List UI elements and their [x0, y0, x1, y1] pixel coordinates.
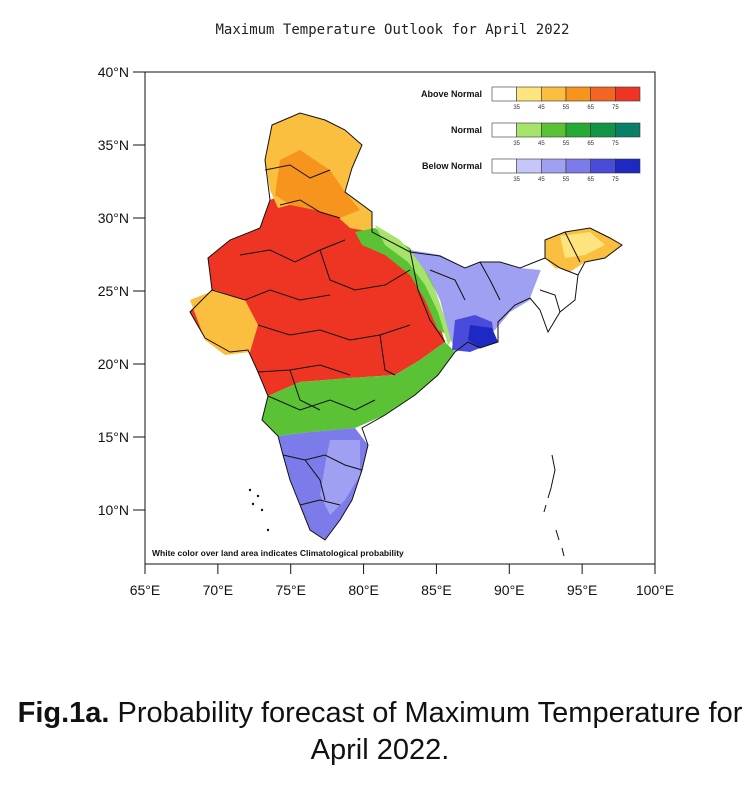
legend-category-label: Below Normal: [422, 161, 482, 171]
lon-tick-label: 70°E: [203, 582, 234, 598]
legend-tick-label: 65: [587, 141, 594, 147]
legend-swatch: [491, 158, 517, 174]
legend-tick-label: 75: [612, 177, 619, 183]
lat-tick-label: 10°N: [98, 502, 129, 518]
lon-tick-label: 80°E: [348, 582, 379, 598]
legend-tick-label: 35: [513, 105, 520, 111]
legend-swatch: [516, 122, 542, 138]
legend-tick-label: 45: [538, 141, 545, 147]
lat-tick-label: 35°N: [98, 137, 129, 153]
legend-swatch: [615, 86, 641, 102]
climatology-note: White color over land area indicates Cli…: [152, 548, 404, 558]
legend-swatch: [615, 122, 641, 138]
legend-swatch: [491, 86, 517, 102]
legend-tick-label: 65: [587, 177, 594, 183]
region-normal: [262, 342, 455, 436]
legend-swatch: [516, 86, 542, 102]
lon-tick-label: 100°E: [636, 582, 674, 598]
legend-swatch: [565, 122, 591, 138]
lon-tick-label: 75°E: [275, 582, 306, 598]
lon-tick-label: 85°E: [421, 582, 452, 598]
lon-tick-label: 65°E: [130, 582, 161, 598]
legend-tick-label: 45: [538, 105, 545, 111]
legend-category-label: Normal: [451, 125, 482, 135]
lon-tick-label: 95°E: [567, 582, 598, 598]
legend-tick-label: 45: [538, 177, 545, 183]
legend-swatch: [590, 122, 616, 138]
legend-tick-label: 35: [513, 141, 520, 147]
legend-tick-label: 75: [612, 105, 619, 111]
region-below-normal-bangladesh: [468, 325, 498, 348]
longitude-axis: 65°E 70°E 75°E 80°E 85°E 90°E 95°E 100°E: [130, 564, 674, 598]
legend-swatch: [565, 158, 591, 174]
legend-swatch: [541, 158, 567, 174]
legend-tick-label: 55: [563, 177, 570, 183]
region-above-normal-northeast-light: [560, 232, 605, 258]
lakshadweep-islands: [248, 488, 270, 532]
legend-tick-label: 55: [563, 105, 570, 111]
boundaries: [189, 112, 623, 541]
region-climatology-northeast: [530, 268, 578, 332]
legend-category-label: Above Normal: [421, 89, 482, 99]
caption-label: Fig.1a.: [17, 697, 110, 729]
legend-swatch: [541, 122, 567, 138]
legend-tick-label: 35: [513, 177, 520, 183]
legend-swatch: [541, 86, 567, 102]
region-normal-light: [375, 225, 452, 345]
andaman-islands: [543, 454, 565, 557]
region-below-normal-south-light: [320, 440, 360, 515]
legend-swatch: [590, 158, 616, 174]
lat-tick-label: 40°N: [98, 64, 129, 80]
lat-tick-label: 30°N: [98, 210, 129, 226]
caption-text: Probability forecast of Maximum Temperat…: [109, 697, 743, 766]
legend-tick-label: 55: [563, 141, 570, 147]
figure-caption: Fig.1a. Probability forecast of Maximum …: [0, 695, 750, 769]
latitude-axis: 40°N 35°N 30°N 25°N 20°N 15°N 10°N: [98, 64, 145, 518]
legend-swatch: [590, 86, 616, 102]
legend-tick-label: 75: [612, 141, 619, 147]
lat-tick-label: 25°N: [98, 283, 129, 299]
legend-swatch: [565, 86, 591, 102]
lat-tick-label: 15°N: [98, 429, 129, 445]
legend-swatch: [491, 122, 517, 138]
legend: Above Normal 35 45 55 65 75 Normal 35 45 55 65 75 Be…: [421, 86, 641, 183]
lon-tick-label: 90°E: [494, 582, 525, 598]
legend-swatch: [516, 158, 542, 174]
legend-tick-label: 65: [587, 105, 594, 111]
forecast-map: 40°N 35°N 30°N 25°N 20°N 15°N 10°N 65°E 70°E 75°…: [98, 64, 674, 598]
map-title: Maximum Temperature Outlook for April 20…: [215, 22, 570, 38]
legend-swatch: [615, 158, 641, 174]
lat-tick-label: 20°N: [98, 356, 129, 372]
